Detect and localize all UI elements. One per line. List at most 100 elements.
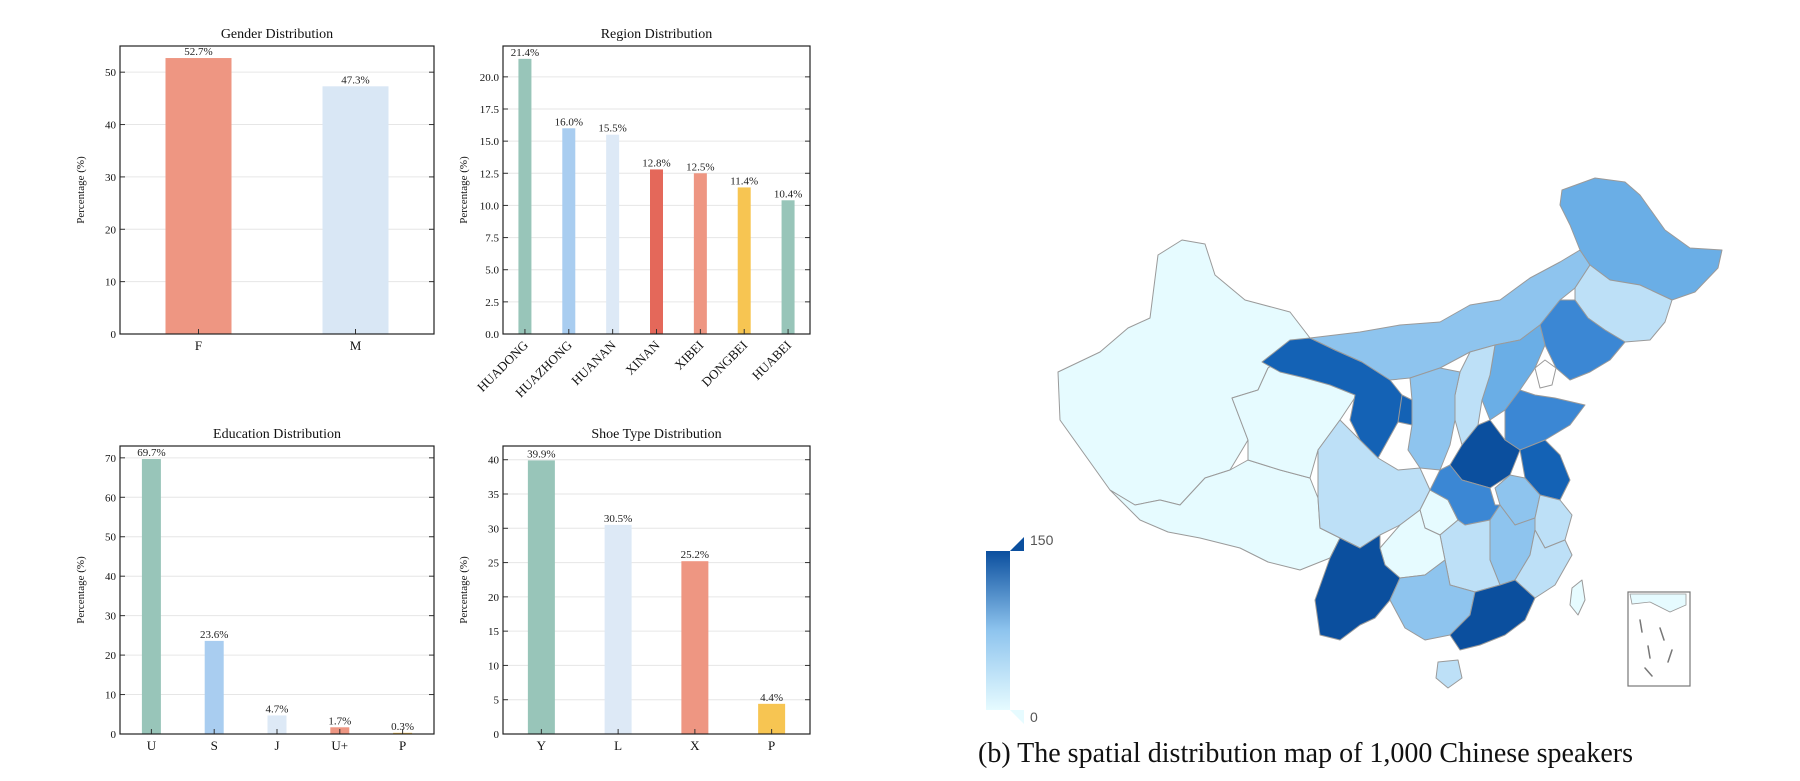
bar-value-label: 52.7% — [184, 46, 212, 58]
bar-value-label: 4.7% — [266, 703, 289, 715]
bar-chart-2: 0.0 2.5 5.0 7.5 10.0 12.5 15.0 17.5 20.0 21.4% HUA… — [458, 27, 811, 400]
y-tick-label: 50 — [105, 532, 117, 544]
y-tick-label: 2.5 — [485, 297, 499, 309]
chart-title: Gender Distribution — [221, 27, 333, 42]
bar — [758, 703, 786, 734]
y-tick-label: 5 — [494, 695, 500, 707]
bar — [781, 200, 795, 334]
y-axis-label: Percentage (%) — [458, 156, 470, 224]
y-tick-label: 5.0 — [485, 265, 499, 277]
bar-value-label: 15.5% — [598, 123, 626, 135]
bar-value-label: 21.4% — [511, 47, 539, 59]
legend-color-bar — [986, 551, 1010, 710]
x-tick-label: U — [147, 738, 157, 753]
legend-max-label: 150 — [1030, 532, 1054, 548]
plot-frame — [119, 45, 435, 335]
x-tick-label: L — [614, 738, 622, 753]
province-taiwan — [1569, 579, 1586, 616]
y-tick-label: 15 — [488, 626, 500, 638]
bar-value-label: 16.0% — [555, 116, 583, 128]
x-tick-label: X — [690, 738, 700, 753]
x-tick-label: P — [399, 738, 406, 753]
bar — [165, 58, 232, 334]
south-china-sea-inset — [1627, 591, 1691, 687]
y-tick-label: 40 — [105, 120, 117, 132]
bohai-sea — [1534, 359, 1557, 389]
bar — [737, 187, 751, 334]
y-tick-label: 7.5 — [485, 233, 499, 245]
y-tick-label: 12.5 — [480, 168, 500, 180]
bar-value-label: 1.7% — [328, 715, 351, 727]
bar-chart-3: 0 10 20 30 40 50 60 70 69.7% U 23.6% S 4.7% J 1.7% U+ 0.… — [75, 427, 435, 753]
china-map — [1057, 177, 1723, 689]
bar-chart-4: 0 5 10 15 20 25 30 35 40 39.9% Y 30.5% L 25.2% X 4.4% P S… — [458, 427, 811, 753]
y-tick-label: 30 — [488, 523, 500, 535]
y-tick-label: 30 — [105, 611, 117, 623]
bar-value-label: 12.8% — [642, 157, 670, 169]
province-heilongjiang — [1559, 177, 1723, 301]
y-tick-label: 40 — [105, 571, 117, 583]
bar — [650, 169, 663, 334]
chart-title: Education Distribution — [213, 427, 341, 442]
y-tick-label: 20 — [105, 650, 117, 662]
x-tick-label: U+ — [331, 738, 348, 753]
x-tick-label: DONGBEI — [698, 338, 750, 390]
plot-frame — [502, 45, 811, 335]
y-tick-label: 40 — [488, 455, 500, 467]
x-tick-label: P — [768, 738, 775, 753]
chart-title: Shoe Type Distribution — [591, 427, 721, 442]
chart-title: Region Distribution — [601, 27, 713, 42]
bar — [267, 715, 287, 734]
bar — [204, 640, 224, 734]
x-tick-label: S — [211, 738, 218, 753]
bar-value-label: 12.5% — [686, 161, 714, 173]
bar-value-label: 11.4% — [730, 175, 758, 187]
bar-value-label: 30.5% — [604, 513, 632, 525]
bar-value-label: 69.7% — [137, 447, 165, 459]
bar-value-label: 23.6% — [200, 629, 228, 641]
x-tick-label: Y — [537, 738, 547, 753]
bar-value-label: 0.3% — [391, 721, 414, 733]
province-guangdong — [1449, 579, 1536, 651]
bar — [527, 460, 555, 734]
y-tick-label: 10 — [105, 277, 117, 289]
y-tick-label: 20.0 — [480, 72, 500, 84]
x-tick-label: XINAN — [622, 337, 663, 378]
legend-top-arrow — [1010, 537, 1024, 551]
bar — [322, 86, 389, 334]
plot-frame — [502, 445, 811, 735]
y-axis-label: Percentage (%) — [75, 156, 87, 224]
y-tick-label: 20 — [488, 592, 500, 604]
y-tick-label: 35 — [488, 489, 500, 501]
x-tick-label: XIBEI — [671, 338, 706, 373]
y-tick-label: 10 — [105, 690, 117, 702]
x-tick-label: J — [274, 738, 279, 753]
y-tick-label: 0.0 — [485, 329, 499, 341]
bar-chart-1: 0 10 20 30 40 50 52.7% F 47.3% M Gender Distributi… — [75, 27, 435, 353]
x-tick-label: HUANAN — [568, 337, 619, 388]
y-axis-label: Percentage (%) — [75, 556, 87, 624]
x-tick-label: M — [350, 338, 362, 353]
y-tick-label: 10 — [488, 660, 500, 672]
bar — [693, 173, 707, 334]
y-tick-label: 20 — [105, 224, 117, 236]
province-shaanxi — [1407, 367, 1461, 471]
legend-bottom-arrow — [1010, 710, 1024, 724]
plot-frame — [119, 445, 435, 735]
x-tick-label: HUABEI — [749, 338, 794, 383]
bar — [606, 134, 620, 334]
y-tick-label: 17.5 — [480, 104, 500, 116]
bar — [562, 128, 576, 334]
y-tick-label: 15.0 — [480, 136, 500, 148]
bar — [518, 58, 532, 334]
province-ningxia — [1397, 394, 1413, 426]
y-tick-label: 50 — [105, 67, 117, 79]
figure-caption: (b) The spatial distribution map of 1,00… — [978, 738, 1634, 769]
x-tick-label: F — [195, 338, 202, 353]
y-tick-label: 10.0 — [480, 200, 500, 212]
map-color-legend: 150 0 — [986, 532, 1054, 725]
bar-value-label: 25.2% — [681, 549, 709, 561]
province-neimenggu — [1309, 249, 1591, 381]
province-jilin — [1574, 264, 1673, 343]
